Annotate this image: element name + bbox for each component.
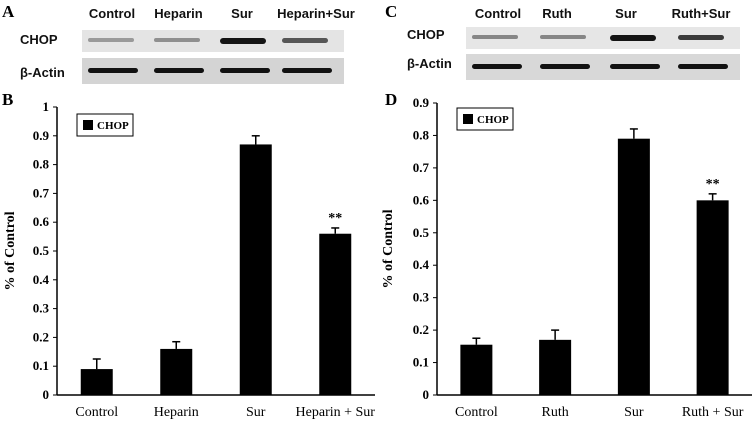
x-tick-label: Sur xyxy=(246,405,266,420)
y-tick-label: 0.1 xyxy=(413,355,429,370)
chop-band xyxy=(540,35,586,40)
chop-band xyxy=(88,38,134,42)
chop-band xyxy=(610,35,656,41)
blot-a-lane-label: Heparin xyxy=(154,6,203,21)
actin-band xyxy=(472,64,522,69)
actin-band xyxy=(678,64,728,69)
y-tick-label: 0.8 xyxy=(413,127,430,142)
bar-chart-d: 0 0.1 0.2 0.3 0.4 0.5 0.6 0.7 0.8 0.9 % of Control… xyxy=(381,95,752,420)
x-tick-label: Ruth xyxy=(542,405,569,420)
bar xyxy=(460,344,493,395)
blot-c-lane-label: Ruth+Sur xyxy=(671,6,731,21)
blot-a-chop-strip xyxy=(82,30,344,52)
significance-marker: ** xyxy=(328,211,342,226)
bar xyxy=(80,369,113,395)
legend-swatch xyxy=(463,114,473,124)
chop-band xyxy=(282,38,328,43)
x-tick-label: Control xyxy=(75,405,118,420)
x-tick-label: Sur xyxy=(624,405,644,420)
y-tick-label: 0.4 xyxy=(413,257,430,272)
y-tick-label: 0.7 xyxy=(33,185,50,200)
blot-c-actin-strip xyxy=(466,54,740,80)
chop-band xyxy=(154,38,200,42)
panel-letter-d: D xyxy=(385,90,398,109)
legend-box xyxy=(456,107,514,131)
y-tick-label: 0.9 xyxy=(413,95,430,110)
x-tick-label: Heparin + Sur xyxy=(296,405,376,420)
y-tick-label: 0.3 xyxy=(413,290,430,305)
bar xyxy=(539,339,572,395)
blot-c-row-label-actin: β-Actin xyxy=(407,56,452,71)
y-tick-label: 0 xyxy=(423,387,430,402)
y-tick-label: 1 xyxy=(43,99,50,114)
chop-band xyxy=(678,35,724,41)
blot-a-actin-strip xyxy=(82,58,344,84)
y-tick-label: 0.1 xyxy=(33,358,49,373)
legend-label: CHOP xyxy=(97,120,129,132)
chop-band xyxy=(472,35,518,40)
y-tick-label: 0.5 xyxy=(413,225,430,240)
actin-band xyxy=(88,68,138,73)
x-tick-label: Ruth + Sur xyxy=(682,405,744,420)
x-tick-label: Control xyxy=(455,405,498,420)
blot-c-lane-label: Sur xyxy=(615,6,637,21)
actin-band xyxy=(282,68,332,73)
y-tick-label: 0.8 xyxy=(33,157,50,172)
y-axis-label: % of Control xyxy=(381,209,396,288)
y-tick-label: 0.2 xyxy=(33,329,49,344)
blot-c-lane-label: Ruth xyxy=(542,6,572,21)
legend-label: CHOP xyxy=(477,114,509,126)
blot-a-row-label-chop: CHOP xyxy=(20,32,58,47)
blot-a-lane-label: Control xyxy=(88,6,136,21)
blot-a-row-label-actin: β-Actin xyxy=(20,65,65,80)
blot-a-lane-label: Sur xyxy=(231,6,253,21)
blot-c-lane-label: Control xyxy=(474,6,522,21)
actin-band xyxy=(154,68,204,73)
x-tick-label: Heparin xyxy=(154,405,199,420)
panel-letter-c: C xyxy=(385,2,398,21)
y-tick-label: 0 xyxy=(43,387,50,402)
actin-band xyxy=(610,64,660,69)
bar xyxy=(160,348,193,395)
blot-c-chop-strip xyxy=(466,27,740,49)
bar xyxy=(617,138,650,395)
blot-c-row-label-chop: CHOP xyxy=(407,27,445,42)
bar xyxy=(319,233,352,395)
bar xyxy=(239,144,272,395)
y-tick-label: 0.2 xyxy=(413,322,429,337)
legend-box xyxy=(76,113,134,137)
panel-letter-b: B xyxy=(2,90,14,109)
blot-a-lane-label: Heparin+Sur xyxy=(277,6,355,21)
y-tick-label: 0.3 xyxy=(33,301,50,316)
y-tick-label: 0.5 xyxy=(33,243,50,258)
y-axis-label: % of Control xyxy=(3,211,18,290)
actin-band xyxy=(220,68,270,73)
bar-chart-b: 0 0.1 0.2 0.3 0.4 0.5 0.6 0.7 0.8 0.9 1 % of Contro… xyxy=(3,99,376,420)
y-tick-label: 0.7 xyxy=(413,160,430,175)
legend-swatch xyxy=(83,120,93,130)
significance-marker: ** xyxy=(706,177,720,192)
panel-letter-a: A xyxy=(2,2,15,21)
y-tick-label: 0.6 xyxy=(413,192,430,207)
y-tick-label: 0.9 xyxy=(33,128,50,143)
bar xyxy=(696,200,729,395)
y-tick-label: 0.4 xyxy=(33,272,50,287)
actin-band xyxy=(540,64,590,69)
chop-band xyxy=(220,38,266,44)
y-tick-label: 0.6 xyxy=(33,214,50,229)
